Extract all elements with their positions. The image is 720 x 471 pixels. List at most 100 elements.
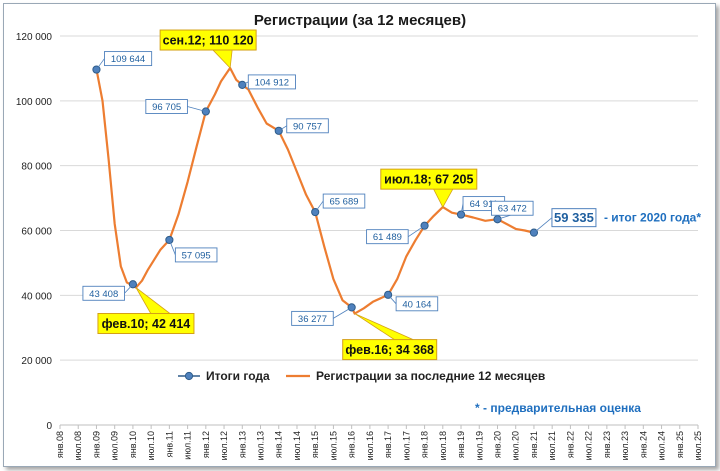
x-tick-label: янв.21 — [529, 431, 539, 458]
chart-title: Регистрации (за 12 месяцев) — [254, 12, 466, 29]
y-tick-label: 40 000 — [21, 291, 52, 302]
data-label: 63 472 — [498, 204, 527, 215]
y-tick-label: 20 000 — [21, 356, 52, 367]
x-tick-label: июл.23 — [620, 431, 630, 460]
data-label: 40 164 — [402, 299, 431, 310]
callout-pointer — [211, 49, 233, 69]
y-tick-label: 60 000 — [21, 227, 52, 238]
x-tick-label: янв.22 — [565, 431, 575, 458]
x-tick-label: июл.16 — [365, 431, 375, 460]
x-tick-label: янв.19 — [456, 431, 466, 458]
data-label-box — [82, 285, 125, 301]
x-tick-label: июл.11 — [183, 431, 193, 460]
x-tick-label: июл.15 — [328, 431, 338, 460]
series-lines — [95, 66, 535, 315]
y-tick-label: 100 000 — [16, 97, 53, 108]
data-label-box — [145, 99, 188, 114]
data-label-box — [491, 200, 534, 216]
data-labels: 109 644 43 408 57 095 96 705 104 912 90 757 65… — [82, 51, 701, 326]
data-label-leader — [187, 106, 206, 112]
final-note: - итог 2020 года* — [604, 211, 701, 225]
data-label-box — [174, 247, 218, 263]
x-tick-label: янв.15 — [310, 431, 320, 458]
x-tick-label: июл.13 — [256, 431, 266, 460]
data-label-leader — [169, 239, 176, 256]
legend: Итоги года Регистрации за последние 12 ме… — [178, 369, 545, 383]
year-point — [165, 235, 174, 245]
callout-label: сен.12; 110 120 — [163, 34, 254, 48]
callout-pointer — [354, 313, 414, 340]
x-tick-label: янв.13 — [237, 431, 247, 458]
data-label-box — [366, 229, 409, 245]
callout-box — [380, 168, 478, 190]
x-tick-label: янв.08 — [55, 431, 65, 458]
data-label: 43 408 — [89, 289, 118, 300]
data-label: 57 095 — [182, 250, 211, 261]
data-label-leader — [278, 125, 287, 132]
x-tick-label: июл.18 — [438, 431, 448, 460]
year-point — [238, 80, 247, 90]
callout-label: июл.18; 67 205 — [384, 173, 473, 187]
x-tick-label: янв.12 — [201, 431, 211, 458]
x-tick-label: янв.11 — [164, 431, 174, 457]
data-label-box — [247, 74, 296, 90]
y-tick-label: 0 — [46, 421, 52, 432]
callout-box — [97, 313, 195, 335]
x-tick-label: июл.10 — [146, 431, 156, 460]
chart-frame — [3, 3, 716, 467]
data-label-box — [395, 296, 439, 312]
callout-pointer — [135, 287, 172, 314]
x-tick-label: янв.16 — [347, 431, 357, 458]
x-tick-label: июл.21 — [547, 431, 557, 460]
data-label-box — [104, 51, 153, 67]
x-tick-label: июл.25 — [693, 431, 703, 460]
data-label-leader — [124, 284, 134, 294]
legend-label-year: Итоги года — [206, 369, 270, 383]
x-tick-label: июл.22 — [584, 431, 594, 460]
x-tick-label: янв.09 — [91, 431, 101, 458]
data-label-leader — [333, 307, 352, 319]
data-label: 90 757 — [293, 121, 322, 132]
y-tick-label: 80 000 — [21, 162, 52, 173]
x-tick-label: июл.20 — [511, 431, 521, 460]
legend-swatch-year-point — [184, 371, 194, 381]
x-tick-label: июл.12 — [219, 431, 229, 460]
x-tick-label: июл.14 — [292, 431, 302, 460]
callouts: сен.12; 110 120 фев.10; 42 414 фев.16; 34 … — [97, 29, 478, 361]
data-label: 61 489 — [373, 232, 402, 243]
data-label-leader — [387, 294, 397, 305]
data-label-box — [322, 193, 366, 209]
data-label: 104 912 — [255, 77, 289, 88]
y-axis: 0 20 000 40 000 60 000 80 000 100 000 120 000 — [16, 32, 53, 432]
x-tick-label: июл.09 — [110, 431, 120, 460]
data-label: 65 689 — [329, 197, 358, 208]
callout-box — [159, 29, 257, 51]
data-label-leader — [407, 225, 425, 238]
data-label-leader — [96, 58, 105, 70]
x-tick-label: янв.14 — [274, 431, 284, 458]
data-label: 64 911 — [470, 199, 498, 210]
data-label-leader — [314, 200, 324, 213]
data-label: 96 705 — [152, 102, 181, 113]
callout-label: фев.16; 34 368 — [345, 343, 434, 357]
x-tick-label: янв.20 — [492, 431, 502, 458]
legend-label-12-months: Регистрации за последние 12 месяцев — [316, 369, 545, 383]
x-tick-label: янв.24 — [638, 431, 648, 458]
x-tick-label: июл.19 — [474, 431, 484, 460]
x-tick-label: июл.24 — [657, 431, 667, 460]
x-axis: янв.08 июл.08 янв.09 июл.09 янв.10 июл.10 янв.… — [55, 424, 703, 460]
data-label-box — [291, 310, 334, 326]
final-value-box — [551, 208, 597, 228]
final-value: 59 335 — [554, 210, 594, 225]
x-tick-label: янв.10 — [128, 431, 138, 458]
footnote: * - предварительная оценка — [475, 401, 641, 415]
data-label: 109 644 — [111, 54, 145, 65]
final-value-leader — [533, 217, 553, 233]
callout-label: фев.10; 42 414 — [102, 317, 191, 331]
x-tick-label: июл.17 — [401, 431, 411, 460]
x-tick-label: янв.23 — [602, 431, 612, 458]
x-tick-label: янв.18 — [420, 431, 430, 458]
x-tick-label: июл.08 — [73, 431, 83, 460]
data-label-leader — [242, 81, 249, 86]
